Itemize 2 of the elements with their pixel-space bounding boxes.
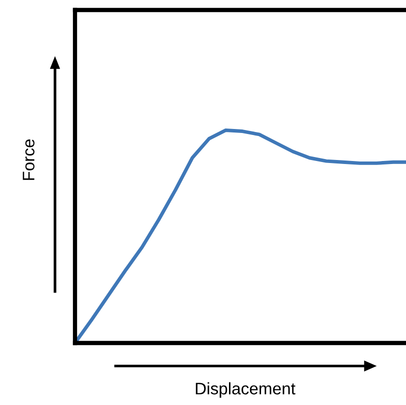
y-axis-title: Force bbox=[22, 139, 34, 180]
x-axis-title: Displacement bbox=[196, 382, 296, 398]
